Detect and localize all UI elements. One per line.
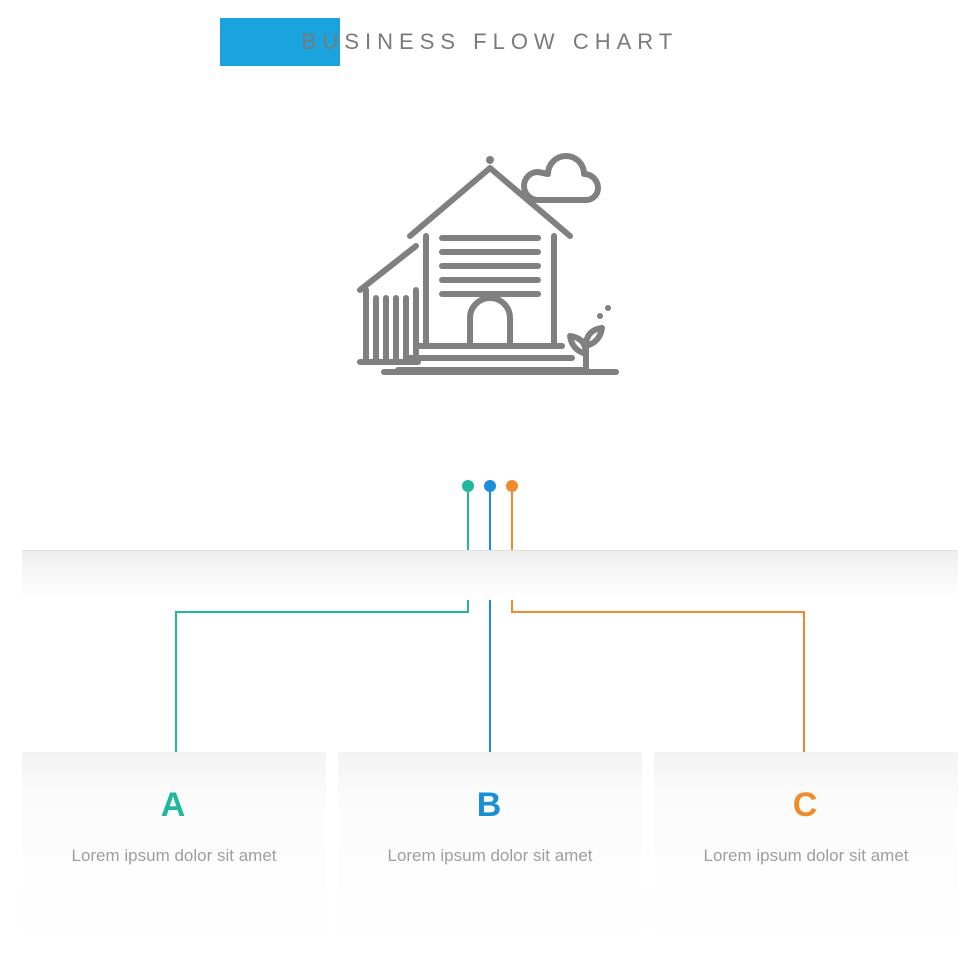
card-b: B Lorem ipsum dolor sit amet [338,752,642,952]
card-b-body: Lorem ipsum dolor sit amet [358,843,622,869]
card-a: A Lorem ipsum dolor sit amet [22,752,326,952]
card-a-letter: A [42,786,306,825]
cards-row: A Lorem ipsum dolor sit amet B Lorem ips… [22,752,958,952]
house-icon [330,140,650,400]
card-c-letter: C [674,786,938,825]
card-b-letter: B [358,786,622,825]
card-c-body: Lorem ipsum dolor sit amet [674,843,938,869]
flow-bar [22,550,958,600]
card-a-body: Lorem ipsum dolor sit amet [42,843,306,869]
page-title: BUSINESS FLOW CHART [220,29,760,55]
flow-connectors [0,478,980,778]
title-bar: BUSINESS FLOW CHART [220,18,760,66]
card-c: C Lorem ipsum dolor sit amet [654,752,958,952]
